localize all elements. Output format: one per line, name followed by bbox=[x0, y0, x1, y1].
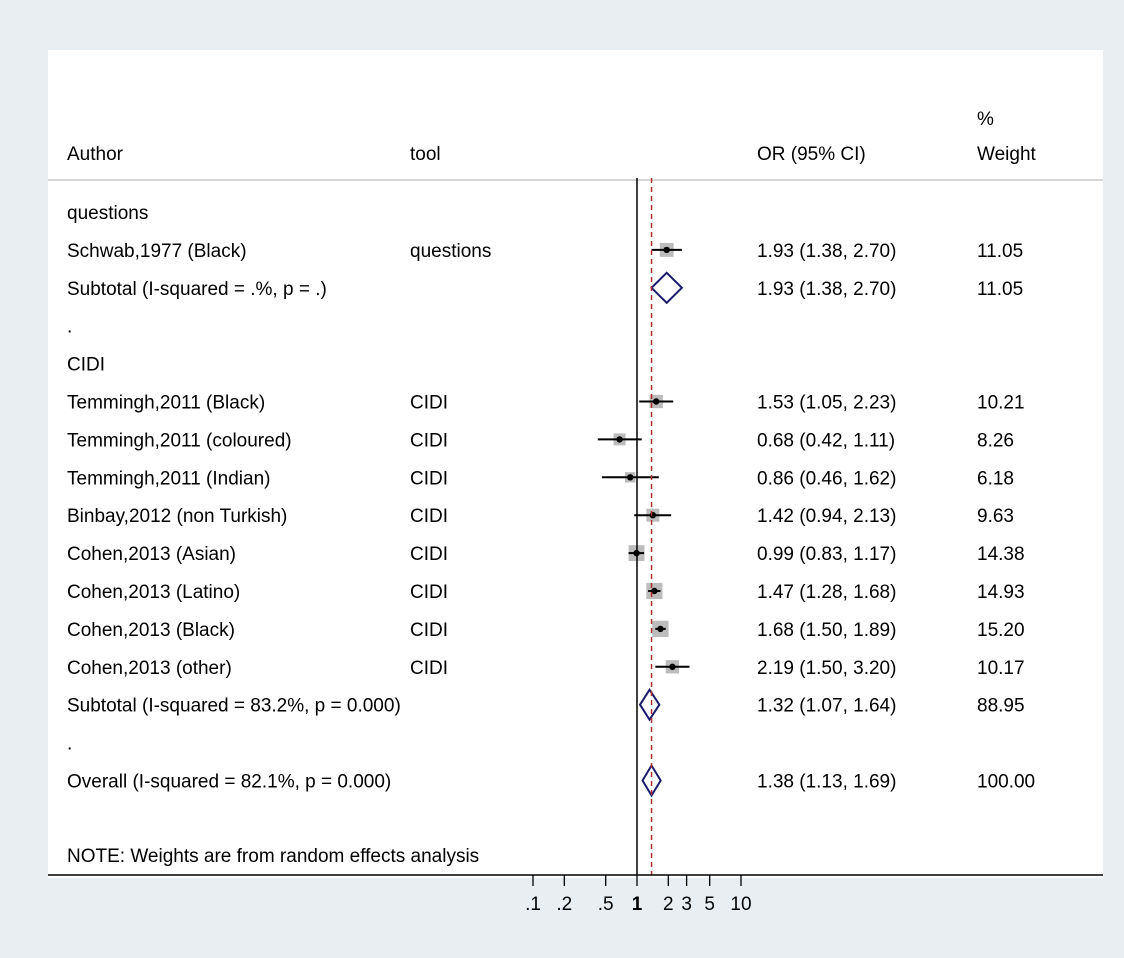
row-tool: CIDI bbox=[410, 544, 448, 565]
x-tick-label: .5 bbox=[598, 894, 614, 915]
row-label: Temmingh,2011 (Indian) bbox=[67, 468, 270, 489]
row-or-ci: 0.86 (0.46, 1.62) bbox=[757, 468, 896, 489]
row-weight: 15.20 bbox=[977, 620, 1025, 641]
row-label: Cohen,2013 (Asian) bbox=[67, 544, 236, 565]
x-axis-ticks: .1 .2 .5 1 2 3 5 10 bbox=[525, 875, 752, 915]
row-weight: 100.00 bbox=[977, 772, 1035, 793]
row-tool: CIDI bbox=[410, 620, 448, 641]
row-label: Temmingh,2011 (Black) bbox=[67, 393, 265, 414]
row-or-ci: 0.68 (0.42, 1.11) bbox=[757, 430, 895, 451]
x-tick-label: 10 bbox=[730, 894, 751, 915]
row-or-ci: 1.38 (1.13, 1.69) bbox=[757, 772, 896, 793]
forest-rows: questions Schwab,1977 (Black) questions 1.9… bbox=[67, 203, 1035, 793]
pooled-diamond bbox=[650, 271, 684, 305]
row-weight: 9.63 bbox=[977, 506, 1014, 527]
point-estimate bbox=[626, 474, 634, 481]
header-author: Author bbox=[67, 144, 124, 165]
header-weight-percent: % bbox=[977, 109, 994, 130]
row-or-ci: 1.93 (1.38, 2.70) bbox=[757, 279, 896, 300]
row-tool: CIDI bbox=[410, 393, 448, 414]
row-label: CIDI bbox=[67, 355, 105, 376]
row-weight: 6.18 bbox=[977, 468, 1014, 489]
point-estimate bbox=[649, 512, 657, 519]
row-tool: questions bbox=[410, 241, 491, 262]
header-tool: tool bbox=[410, 144, 441, 165]
row-label: Binbay,2012 (non Turkish) bbox=[67, 506, 287, 527]
row-tool: CIDI bbox=[410, 430, 448, 451]
row-weight: 10.17 bbox=[977, 658, 1025, 679]
point-estimate bbox=[616, 436, 623, 443]
row-label: questions bbox=[67, 203, 148, 224]
row-label: Subtotal (I-squared = .%, p = .) bbox=[67, 279, 327, 300]
x-tick-label: 5 bbox=[704, 894, 715, 915]
row-or-ci: 1.42 (0.94, 2.13) bbox=[757, 506, 896, 527]
row-label: Cohen,2013 (Black) bbox=[67, 620, 235, 641]
row-label: Schwab,1977 (Black) bbox=[67, 241, 247, 262]
point-estimate bbox=[669, 663, 676, 670]
row-tool: CIDI bbox=[410, 468, 448, 489]
row-label: Subtotal (I-squared = 83.2%, p = 0.000) bbox=[67, 696, 401, 717]
point-estimate bbox=[663, 246, 670, 254]
x-tick-label: .1 bbox=[525, 894, 541, 915]
row-weight: 88.95 bbox=[977, 696, 1025, 717]
x-tick-label: 1 bbox=[632, 894, 643, 915]
note-text: NOTE: Weights are from random effects an… bbox=[67, 846, 479, 867]
row-weight: 8.26 bbox=[977, 430, 1014, 451]
row-weight: 14.93 bbox=[977, 582, 1025, 603]
row-or-ci: 1.53 (1.05, 2.23) bbox=[757, 393, 896, 414]
pooled-diamond bbox=[638, 687, 661, 722]
row-label: . bbox=[67, 734, 72, 755]
row-tool: CIDI bbox=[410, 658, 448, 679]
point-estimate bbox=[651, 587, 658, 595]
row-label: Cohen,2013 (Latino) bbox=[67, 582, 240, 603]
point-estimate bbox=[653, 398, 660, 405]
row-or-ci: 0.99 (0.83, 1.17) bbox=[757, 544, 896, 565]
row-or-ci: 1.68 (1.50, 1.89) bbox=[757, 620, 896, 641]
row-weight: 11.05 bbox=[977, 279, 1023, 300]
point-estimate bbox=[657, 625, 664, 633]
header-or-ci: OR (95% CI) bbox=[757, 144, 866, 165]
forest-marks bbox=[597, 178, 690, 875]
x-tick-label: .2 bbox=[556, 894, 572, 915]
row-label: . bbox=[67, 317, 72, 338]
row-weight: 10.21 bbox=[977, 393, 1025, 414]
row-weight: 11.05 bbox=[977, 241, 1023, 262]
row-or-ci: 1.32 (1.07, 1.64) bbox=[757, 696, 896, 717]
row-tool: CIDI bbox=[410, 582, 448, 603]
row-or-ci: 2.19 (1.50, 3.20) bbox=[757, 658, 896, 679]
x-tick-label: 3 bbox=[681, 894, 692, 915]
row-or-ci: 1.47 (1.28, 1.68) bbox=[757, 582, 896, 603]
x-tick-label: 2 bbox=[663, 894, 674, 915]
row-label: Cohen,2013 (other) bbox=[67, 658, 232, 679]
row-weight: 14.38 bbox=[977, 544, 1025, 565]
plot-panel bbox=[48, 50, 1103, 878]
header-weight: Weight bbox=[977, 144, 1037, 165]
row-tool: CIDI bbox=[410, 506, 448, 527]
row-or-ci: 1.93 (1.38, 2.70) bbox=[757, 241, 896, 262]
row-label: Overall (I-squared = 82.1%, p = 0.000) bbox=[67, 772, 391, 793]
row-label: Temmingh,2011 (coloured) bbox=[67, 430, 292, 451]
pooled-diamond bbox=[641, 763, 662, 798]
